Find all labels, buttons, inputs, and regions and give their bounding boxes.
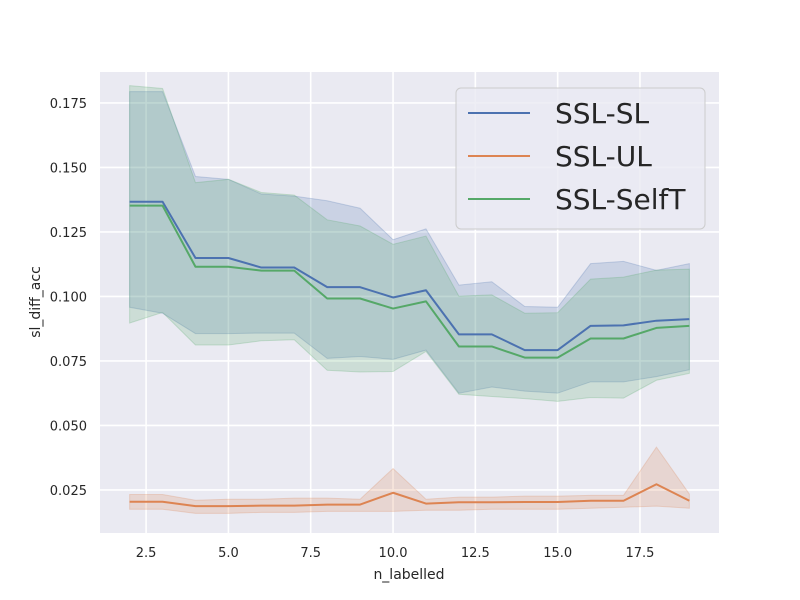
y-axis-title: sl_diff_acc <box>28 266 44 338</box>
y-tick-label: 0.050 <box>50 419 87 434</box>
y-tick-label: 0.150 <box>50 161 87 176</box>
x-tick-label: 12.5 <box>461 546 490 561</box>
x-tick-label: 10.0 <box>379 546 408 561</box>
y-tick-label: 0.075 <box>50 355 87 370</box>
y-tick-label: 0.100 <box>50 290 87 305</box>
ssl-selft-ci-band <box>129 85 690 402</box>
ssl-ul-line <box>129 483 690 508</box>
ssl-ul-ci-band <box>129 446 690 514</box>
x-tick-label: 15.0 <box>543 546 572 561</box>
y-tick-label: 0.125 <box>50 226 87 241</box>
series-lines <box>129 200 690 508</box>
x-axis-title: n_labelled <box>373 567 444 583</box>
ssl-selft-legend-label: SSL-SelfT <box>555 183 686 216</box>
ssl-ul-legend-label: SSL-UL <box>555 140 652 173</box>
ssl-sl-ci-band <box>129 91 690 394</box>
x-tick-label: 7.5 <box>300 546 321 561</box>
ssl-sl-line <box>129 200 690 352</box>
x-tick-label: 2.5 <box>136 546 157 561</box>
ssl-selft-line <box>129 204 690 359</box>
x-axis-ticks: 2.5 5.0 7.5 10.0 12.5 15.0 17.5 <box>136 546 655 561</box>
legend: SSL-SL SSL-UL SSL-SelfT <box>455 87 706 230</box>
y-tick-label: 0.175 <box>50 97 87 112</box>
confidence-bands <box>129 85 690 514</box>
ssl-sl-legend-label: SSL-SL <box>555 97 650 130</box>
x-tick-label: 5.0 <box>218 546 239 561</box>
x-tick-label: 17.5 <box>626 546 655 561</box>
legend-box <box>455 87 706 230</box>
y-axis-ticks: 0.025 0.050 0.075 0.100 0.125 0.150 0.175 <box>50 97 87 499</box>
gridlines <box>100 72 719 533</box>
y-tick-label: 0.025 <box>50 484 87 499</box>
